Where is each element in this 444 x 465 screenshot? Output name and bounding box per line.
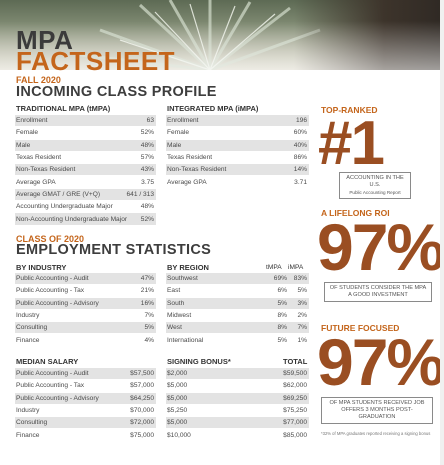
future-heading: FUTURE FOCUSED [321,323,400,333]
table-row: International 5% 1% [166,334,309,347]
traditional-title: TRADITIONAL MPA (tMPA) [16,104,111,113]
table-row: South 5% 3% [166,297,309,310]
table-row: Public Accounting - Audit $57,500 [15,368,156,381]
table-row: Consulting 5% [15,322,156,335]
table-row: Industry $70,000 [15,405,156,418]
table-row: Male 48% [15,139,156,152]
table-row: Public Accounting - Tax 21% [15,285,156,298]
top-ranked-note-line1: ACCOUNTING IN THE U.S. [346,175,404,188]
table-row: $5,000 $69,250 [166,392,309,405]
page-edge [440,0,444,465]
table-row: Average GMAT / GRE (V+Q) 641 / 313 [15,188,156,202]
table-row: Enrollment 63 [15,115,156,128]
future-note: OF MPA STUDENTS RECEIVED JOB OFFERS 3 MO… [321,397,433,424]
total-title: TOTAL [283,357,308,366]
by-region-title: BY REGION [167,263,209,272]
table-row: Midwest 8% 2% [166,310,309,323]
integrated-table: Enrollment 196 Female 60% Male 40% Texas Re… [166,115,309,189]
table-row: East 6% 5% [166,285,309,298]
table-row: Texas Resident 86% [166,152,309,165]
profile-heading: INCOMING CLASS PROFILE [16,84,217,100]
roi-note: OF STUDENTS CONSIDER THE MPA A GOOD INVE… [324,282,432,302]
traditional-table: Enrollment 63 Female 52% Male 48% Texas Res… [15,115,156,226]
median-salary-title: MEDIAN SALARY [16,357,79,366]
table-row: $5,250 $75,250 [166,405,309,418]
table-row: Consulting $72,000 [15,417,156,430]
table-row: Public Accounting - Audit 47% [15,273,156,286]
table-row: Male 40% [166,139,309,152]
top-ranked-note: ACCOUNTING IN THE U.S. Public Accounting… [339,172,411,199]
signing-bonus-title: SIGNING BONUS* [167,357,231,366]
table-row: Accounting Undergraduate Major 48% [15,201,156,214]
region-col-tmpa: tMPA [266,264,282,271]
table-row: Non-Accounting Undergraduate Major 52% [15,213,156,226]
integrated-title: INTEGRATED MPA (iMPA) [167,104,259,113]
table-row: Public Accounting - Advisory $64,250 [15,392,156,405]
top-ranked-heading: TOP-RANKED [321,105,378,115]
roi-heading: A LIFELONG ROI [321,208,390,218]
table-row: Southwest 69% 83% [166,273,309,286]
region-col-impa: iMPA [288,264,304,271]
median-salary-table: Public Accounting - Audit $57,500 Public … [15,368,156,442]
table-row: Finance 4% [15,334,156,347]
signing-bonus-table: $2,000 $59,500 $5,000 $62,000 $5,000 $69,25… [166,368,309,442]
signing-bonus-footnote: *32% of MPA graduates reported receiving… [321,431,431,436]
table-row: Female 52% [15,127,156,140]
roi-number: 97% [317,210,444,284]
table-row: Enrollment 196 [166,115,309,128]
by-region-table: Southwest 69% 83% East 6% 5% South 5% 3% Midwe… [166,273,309,347]
table-row: Non-Texas Resident 43% [15,164,156,177]
by-industry-title: BY INDUSTRY [16,263,67,272]
table-row: Average GPA 3.71 [166,176,309,189]
table-row: $5,000 $77,000 [166,417,309,430]
title-line-2: FACTSHEET [16,46,176,76]
table-row: $2,000 $59,500 [166,368,309,381]
profile-kicker: FALL 2020 [16,75,61,85]
future-number: 97% [317,325,444,399]
hero-image [0,0,444,70]
table-row: Average GPA 3.75 [15,176,156,189]
top-ranked-number: #1 [318,109,385,178]
table-row: $5,000 $62,000 [166,380,309,393]
employment-heading: EMPLOYMENT STATISTICS [16,242,212,258]
by-industry-table: Public Accounting - Audit 47% Public Acco… [15,273,156,347]
table-row: Public Accounting - Tax $57,000 [15,380,156,393]
top-ranked-note-line2: Public Accounting Report [349,190,401,195]
table-row: $10,000 $85,000 [166,429,309,442]
hero-wash [0,0,444,70]
table-row: Public Accounting - Advisory 16% [15,297,156,310]
table-row: Female 60% [166,127,309,140]
table-row: Finance $75,000 [15,429,156,442]
table-row: West 8% 7% [166,322,309,335]
title-line-1: MPA [16,25,74,55]
employment-kicker: CLASS OF 2020 [16,234,85,244]
table-row: Industry 7% [15,310,156,323]
table-row: Texas Resident 57% [15,152,156,165]
table-row: Non-Texas Resident 14% [166,164,309,177]
